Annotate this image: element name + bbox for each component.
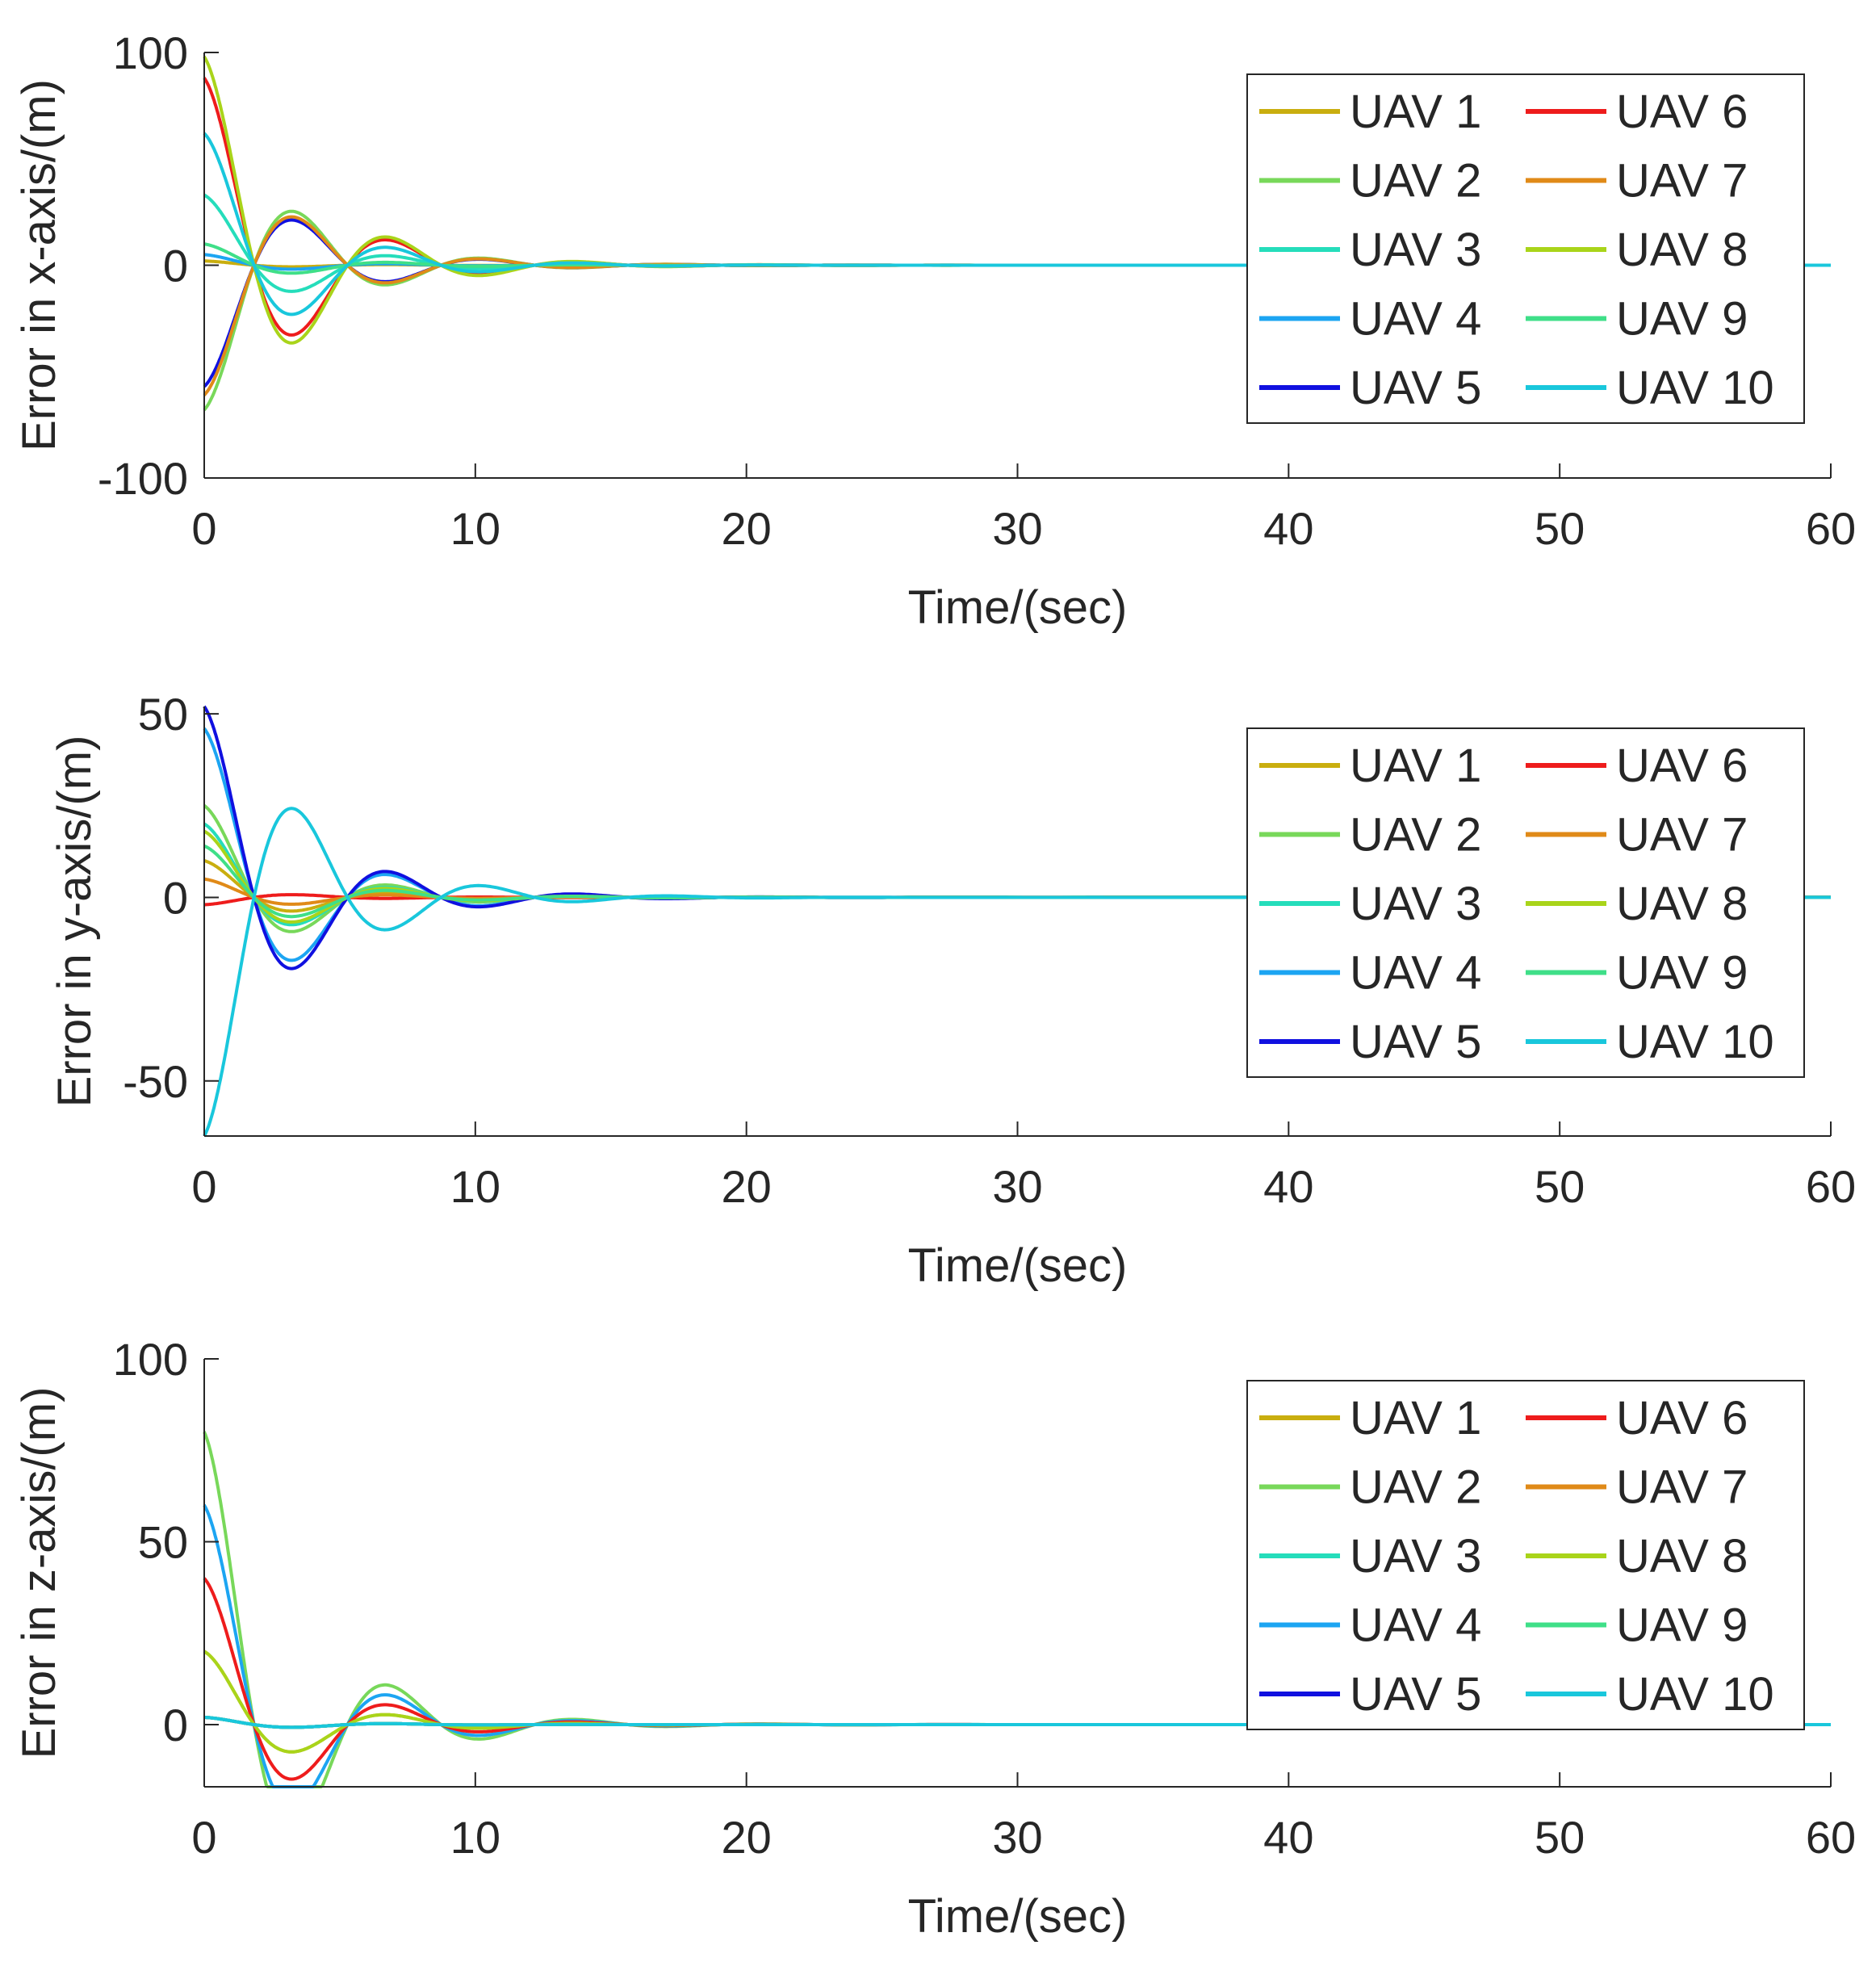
y-tick-label: -50 <box>123 1056 188 1107</box>
legend: UAV 1 UAV 2 UAV 3 UAV 4 UAV 5 UAV 6 UAV 7 UAV 8… <box>1246 727 1805 1078</box>
legend-label: UAV 4 <box>1350 1599 1481 1652</box>
x-tick-label: 40 <box>1263 1812 1313 1863</box>
x-tick-label: 10 <box>450 1812 500 1863</box>
y-tick-label: 50 <box>138 1516 188 1567</box>
y-axis-label: Error in z-axis/(m) <box>13 1387 65 1759</box>
x-axis-label: Time/(sec) <box>908 1239 1128 1292</box>
x-tick-label: 20 <box>722 1161 772 1212</box>
legend-label: UAV 1 <box>1350 740 1481 792</box>
legend-label: UAV 9 <box>1616 1599 1748 1652</box>
x-tick-label: 50 <box>1535 503 1585 554</box>
subplot-3: 0 10 20 30 40 50 60 0 50 100 Time/(sec) Error in z-… <box>13 1334 1856 1943</box>
x-axis-label: Time/(sec) <box>908 581 1128 634</box>
legend: UAV 1 UAV 2 UAV 3 UAV 4 UAV 5 UAV 6 UAV 7 UAV 8… <box>1246 1380 1805 1730</box>
legend-label: UAV 6 <box>1616 1392 1748 1444</box>
legend-label: UAV 9 <box>1616 947 1748 1000</box>
x-tick-label: 50 <box>1535 1161 1585 1212</box>
subplot-2: 0 10 20 30 40 50 60 -50 0 50 Time/(sec) Error in y-… <box>48 689 1856 1292</box>
x-tick-label: 30 <box>992 1812 1042 1863</box>
y-tick-label: 100 <box>113 1334 188 1385</box>
legend-label: UAV 10 <box>1616 1016 1774 1068</box>
y-tick-label: 50 <box>138 689 188 740</box>
legend-label: UAV 3 <box>1350 878 1481 930</box>
legend-label: UAV 4 <box>1350 293 1481 346</box>
x-tick-label: 20 <box>722 503 772 554</box>
legend-label: UAV 8 <box>1616 1530 1748 1583</box>
x-tick-label: 10 <box>450 503 500 554</box>
legend-label: UAV 1 <box>1350 86 1481 138</box>
y-tick-label: 0 <box>163 872 188 923</box>
legend-label: UAV 1 <box>1350 1392 1481 1444</box>
legend-label: UAV 5 <box>1350 1016 1481 1068</box>
x-tick-label: 20 <box>722 1812 772 1863</box>
y-tick-label: 100 <box>113 27 188 78</box>
x-tick-label: 40 <box>1263 503 1313 554</box>
legend-label: UAV 3 <box>1350 224 1481 276</box>
legend-label: UAV 10 <box>1616 362 1774 414</box>
x-tick-label: 10 <box>450 1161 500 1212</box>
legend-label: UAV 6 <box>1616 740 1748 792</box>
legend-label: UAV 7 <box>1616 809 1748 862</box>
y-tick-label: 0 <box>163 241 188 291</box>
x-tick-label: 0 <box>191 1812 216 1863</box>
x-tick-label: 60 <box>1806 1161 1856 1212</box>
x-axis-label: Time/(sec) <box>908 1890 1128 1943</box>
legend-label: UAV 7 <box>1616 1461 1748 1514</box>
x-tick-label: 0 <box>191 1161 216 1212</box>
legend-label: UAV 6 <box>1616 86 1748 138</box>
legend-label: UAV 10 <box>1616 1668 1774 1721</box>
legend-label: UAV 9 <box>1616 293 1748 346</box>
legend-label: UAV 8 <box>1616 878 1748 930</box>
y-tick-label: -100 <box>98 453 188 504</box>
legend-label: UAV 5 <box>1350 1668 1481 1721</box>
x-tick-label: 50 <box>1535 1812 1585 1863</box>
y-axis-label: Error in y-axis/(m) <box>48 736 101 1108</box>
legend-label: UAV 4 <box>1350 947 1481 1000</box>
legend-label: UAV 7 <box>1616 155 1748 208</box>
legend-label: UAV 3 <box>1350 1530 1481 1583</box>
x-tick-label: 60 <box>1806 503 1856 554</box>
x-tick-label: 30 <box>992 503 1042 554</box>
legend-label: UAV 2 <box>1350 155 1481 208</box>
y-axis-label: Error in x-axis/(m) <box>13 79 65 451</box>
legend-label: UAV 8 <box>1616 224 1748 276</box>
x-tick-label: 0 <box>191 503 216 554</box>
x-tick-label: 30 <box>992 1161 1042 1212</box>
y-tick-label: 0 <box>163 1700 188 1750</box>
legend-label: UAV 2 <box>1350 1461 1481 1514</box>
x-tick-label: 40 <box>1263 1161 1313 1212</box>
x-tick-label: 60 <box>1806 1812 1856 1863</box>
legend: UAV 1 UAV 2 UAV 3 UAV 4 UAV 5 UAV 6 UAV 7 UAV 8… <box>1246 73 1805 424</box>
legend-label: UAV 5 <box>1350 362 1481 414</box>
legend-label: UAV 2 <box>1350 809 1481 862</box>
